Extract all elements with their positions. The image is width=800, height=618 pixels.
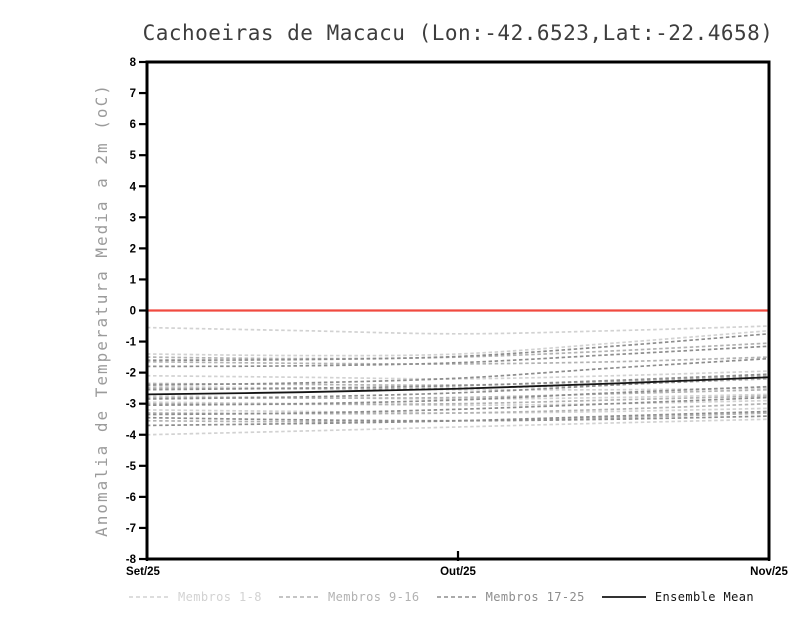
y-tick-label: -7	[126, 523, 136, 535]
member-line	[146, 357, 770, 386]
ensemble-mean-line	[146, 376, 770, 396]
legend-item-membros-1-8: Membros 1-8	[128, 590, 262, 604]
membros-17-25-dashed-line-icon	[436, 596, 477, 598]
y-tick-label: -3	[126, 399, 136, 411]
y-tick-label: -8	[126, 554, 137, 566]
chart-legend: Membros 1-8 Membros 9-16 Membros 17-25 E…	[128, 590, 754, 604]
member-line	[146, 329, 770, 357]
x-tick-label-out25: Out/25	[440, 566, 476, 578]
legend-item-membros-17-25: Membros 17-25	[436, 590, 585, 604]
member-line	[146, 412, 770, 423]
y-tick-label: -5	[126, 461, 137, 473]
member-line	[146, 402, 770, 415]
member-line	[146, 393, 770, 400]
member-line	[146, 396, 770, 416]
y-tick-label: -4	[126, 430, 137, 442]
member-line	[146, 325, 770, 335]
legend-label: Membros 17-25	[485, 590, 585, 604]
y-tick-label: 3	[130, 212, 136, 224]
x-tick-label-set25: Set/25	[126, 566, 160, 578]
y-tick-label: 8	[130, 57, 137, 69]
membros-1-8-dashed-line-icon	[129, 596, 169, 598]
y-tick-label: 2	[130, 243, 136, 255]
membros-9-16-dashed-line-icon	[279, 596, 319, 598]
y-tick-label: 7	[130, 88, 136, 100]
member-line	[146, 342, 770, 360]
member-line	[146, 373, 770, 391]
member-line	[146, 370, 770, 380]
y-tick-label: -6	[126, 492, 136, 504]
legend-label: Ensemble Mean	[654, 590, 754, 604]
member-line	[146, 374, 770, 387]
legend-label: Membros 1-8	[178, 590, 262, 604]
plot-layer: -8 -7 -6 -5 -4 -3 -2 -1 0 1 2 3 4 5 6 7 8	[126, 57, 771, 566]
member-line	[146, 399, 770, 407]
legend-item-membros-9-16: Membros 9-16	[278, 590, 420, 604]
legend-label: Membros 9-16	[328, 590, 420, 604]
y-tick-label: 4	[130, 181, 137, 193]
member-line	[146, 410, 770, 427]
x-tick-label-nov25: Nov/25	[750, 566, 788, 578]
member-line	[146, 418, 770, 436]
member-line	[146, 345, 770, 368]
y-tick-label: -1	[126, 337, 137, 349]
member-line	[146, 388, 770, 399]
chart-title: Cachoeiras de Macacu (Lon:-42.6523,Lat:-…	[143, 21, 774, 45]
y-axis-label: Anomalia de Temperatura Media a 2m (oC)	[92, 83, 111, 537]
member-line	[146, 332, 770, 362]
y-tick-label: -2	[126, 368, 136, 380]
y-tick-label: 1	[130, 274, 137, 286]
y-tick-label: 0	[130, 306, 136, 318]
member-line	[146, 385, 770, 407]
member-line	[146, 356, 770, 365]
y-tick-label: 5	[130, 150, 137, 162]
ensemble-mean-solid-line-icon	[601, 596, 646, 598]
member-line	[146, 376, 770, 400]
member-line	[146, 395, 770, 406]
member-line	[146, 385, 770, 391]
y-tick-label: 6	[130, 119, 136, 131]
member-line	[146, 415, 770, 422]
member-line	[146, 407, 770, 414]
legend-item-ensemble-mean: Ensemble Mean	[601, 590, 754, 604]
